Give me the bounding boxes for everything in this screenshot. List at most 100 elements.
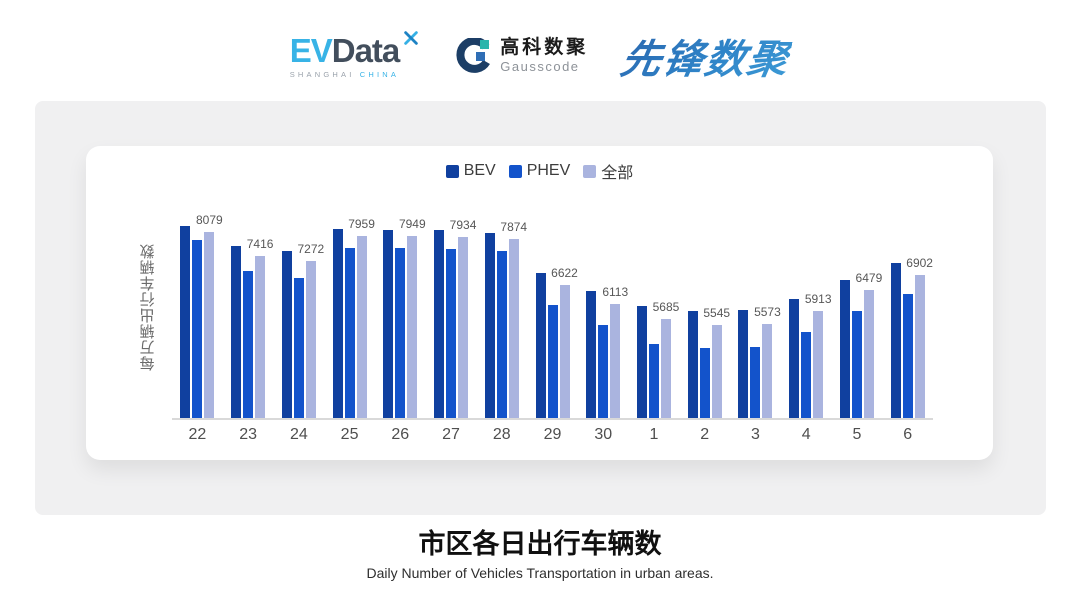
evdata-sub-shanghai: SHANGHAI (289, 69, 355, 79)
bar-phev[interactable] (395, 248, 406, 418)
bar-all[interactable] (204, 231, 215, 418)
evdata-sub-china: CHINA (359, 69, 400, 79)
bar-all[interactable] (610, 303, 621, 418)
bar-all[interactable] (458, 236, 469, 418)
bar-bev[interactable] (738, 309, 749, 418)
bar-bev[interactable] (434, 230, 445, 418)
bar-value-label: 5573 (754, 304, 781, 319)
bar-all[interactable] (914, 274, 925, 418)
bar-bev[interactable] (231, 246, 242, 418)
bar-all[interactable] (711, 324, 722, 418)
bar-all[interactable] (508, 239, 519, 418)
evdata-ev-text: EV (289, 31, 333, 69)
bar-group: 6622 (527, 196, 578, 418)
chart-card: BEV PHEV 全部 每万辆出行车辆数 8079 7416 7272 7959 794… (86, 146, 993, 460)
bar-group: 7416 (223, 196, 274, 418)
bar-value-label: 6622 (551, 266, 578, 280)
bar-phev[interactable] (446, 249, 457, 418)
bar-phev[interactable] (648, 343, 659, 418)
bar-phev[interactable] (293, 278, 304, 418)
bar-all[interactable] (407, 236, 418, 418)
evdata-data-text: Data (331, 31, 401, 69)
bar-group: 5685 (629, 196, 680, 418)
x-axis-tick: 27 (442, 426, 460, 443)
bar-all[interactable] (863, 290, 874, 418)
bar-value-label: 5545 (703, 305, 731, 320)
bar-all[interactable] (660, 319, 671, 418)
bar-group: 7934 (426, 196, 477, 418)
chart-title: 市区各日出行车辆数 (418, 529, 662, 559)
bar-bev[interactable] (281, 250, 292, 418)
bar-phev[interactable] (496, 250, 507, 418)
bar-bev[interactable] (839, 279, 850, 418)
bar-bev[interactable] (535, 273, 546, 418)
bar-all[interactable] (356, 235, 367, 418)
bar-bev[interactable] (890, 263, 901, 418)
evdata-logo: EV Data SHANGHAI CHINA (289, 30, 422, 79)
x-axis-tick: 3 (750, 426, 760, 443)
y-axis-title: 每万辆出行车辆数 (139, 243, 157, 371)
bar-group: 7874 (476, 196, 527, 418)
bar-value-label: 8079 (196, 212, 223, 227)
bar-bev[interactable] (586, 291, 597, 418)
bar-plot: 8079 7416 7272 7959 7949 7934 7874 6622 6113 5685… (172, 196, 933, 418)
bar-group: 6113 (578, 196, 629, 418)
bar-value-label: 7959 (348, 216, 375, 231)
bar-phev[interactable] (750, 346, 761, 418)
x-axis-tick: 23 (239, 426, 257, 443)
legend-item-phev[interactable]: PHEV (508, 162, 570, 180)
bar-group: 5545 (679, 196, 730, 418)
bar-phev[interactable] (344, 247, 355, 418)
bar-value-label: 5913 (804, 292, 832, 306)
bar-phev[interactable] (699, 347, 710, 418)
bar-phev[interactable] (598, 325, 609, 418)
bar-bev[interactable] (484, 232, 495, 418)
bar-group: 7949 (375, 196, 426, 418)
chart-panel: BEV PHEV 全部 每万辆出行车辆数 8079 7416 7272 7959 794… (35, 101, 1046, 515)
bar-all[interactable] (559, 285, 570, 418)
bar-bev[interactable] (789, 298, 800, 418)
bar-bev[interactable] (687, 311, 698, 418)
legend-item-all[interactable]: 全部 (583, 159, 633, 183)
bar-bev[interactable] (636, 305, 647, 418)
x-axis-tick: 4 (801, 426, 811, 443)
bar-bev[interactable] (332, 228, 343, 418)
x-axis-line (172, 418, 933, 420)
bar-bev[interactable] (180, 225, 191, 418)
bar-value-label: 6902 (906, 255, 933, 270)
xianfeng-shuju-logo: 先锋数聚 (617, 27, 795, 85)
bar-value-label: 5685 (652, 300, 680, 315)
bar-phev[interactable] (243, 271, 254, 418)
bar-bev[interactable] (383, 229, 394, 418)
x-axis-tick: 2 (700, 426, 710, 443)
header-logos: EV Data SHANGHAI CHINA 高科数聚 Gausscode 先锋… (0, 20, 1080, 92)
bar-all[interactable] (813, 311, 824, 418)
gausscode-cn-text: 高科数聚 (500, 36, 589, 58)
bar-phev[interactable] (851, 311, 862, 418)
bar-phev[interactable] (192, 239, 203, 418)
x-axis-tick: 26 (391, 426, 410, 443)
bar-value-label: 7874 (500, 220, 528, 234)
bar-phev[interactable] (801, 332, 812, 418)
legend-label-bev: BEV (463, 162, 496, 179)
bar-all[interactable] (305, 261, 316, 418)
bar-group: 6902 (882, 196, 933, 418)
bar-all[interactable] (255, 255, 266, 418)
gausscode-logo: 高科数聚 Gausscode (455, 36, 589, 74)
legend-item-bev[interactable]: BEV (445, 162, 496, 180)
x-axis-tick: 22 (188, 426, 207, 443)
bar-phev[interactable] (902, 294, 913, 418)
gausscode-text: 高科数聚 Gausscode (500, 36, 589, 74)
bar-group: 8079 (172, 196, 223, 418)
legend-swatch-all (583, 164, 597, 178)
evdata-star-icon (404, 30, 419, 45)
bar-phev[interactable] (547, 304, 558, 418)
x-axis-tick: 28 (492, 426, 511, 443)
x-axis-tick: 29 (543, 426, 562, 443)
bar-group: 7272 (273, 196, 324, 418)
x-axis-tick: 24 (289, 426, 308, 443)
chart-title-block: 市区各日出行车辆数 Daily Number of Vehicles Trans… (0, 528, 1080, 581)
bar-value-label: 7416 (246, 236, 274, 251)
bar-all[interactable] (762, 323, 773, 418)
bar-group: 7959 (324, 196, 375, 418)
